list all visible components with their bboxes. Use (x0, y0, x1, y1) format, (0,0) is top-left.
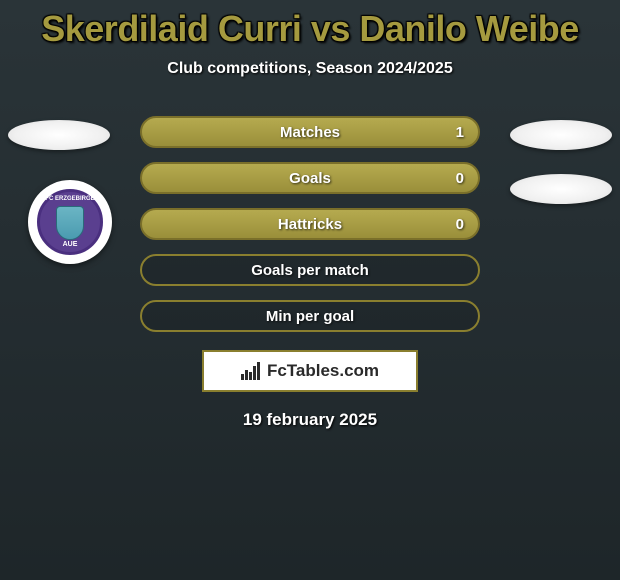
stat-bar-min-per-goal: Min per goal (140, 300, 480, 332)
stat-value: 0 (456, 170, 464, 187)
badge-top-text: FC ERZGEBIRGE (45, 196, 94, 202)
player-right-oval-2 (510, 174, 612, 204)
stat-value: 1 (456, 124, 464, 141)
club-badge-inner: FC ERZGEBIRGE AUE (37, 189, 103, 255)
stat-label: Hattricks (278, 216, 342, 233)
badge-bottom-text: AUE (63, 241, 78, 248)
stat-bar-hattricks: Hattricks 0 (140, 208, 480, 240)
stat-label: Goals (289, 170, 331, 187)
stat-label: Matches (280, 124, 340, 141)
player-left-oval-1 (8, 120, 110, 150)
page-subtitle: Club competitions, Season 2024/2025 (0, 60, 620, 78)
logo-text: FcTables.com (267, 361, 379, 381)
stat-bar-goals-per-match: Goals per match (140, 254, 480, 286)
date-text: 19 february 2025 (0, 410, 620, 430)
stat-label: Goals per match (251, 262, 369, 279)
player-right-oval-1 (510, 120, 612, 150)
club-badge: FC ERZGEBIRGE AUE (28, 180, 112, 264)
page-title: Skerdilaid Curri vs Danilo Weibe (0, 8, 620, 50)
fctables-logo[interactable]: FcTables.com (202, 350, 418, 392)
stat-bar-goals: Goals 0 (140, 162, 480, 194)
main-container: Skerdilaid Curri vs Danilo Weibe Club co… (0, 0, 620, 430)
stat-bar-matches: Matches 1 (140, 116, 480, 148)
badge-shield-icon (56, 206, 84, 240)
stat-label: Min per goal (266, 308, 354, 325)
stat-value: 0 (456, 216, 464, 233)
chart-icon (241, 362, 263, 380)
